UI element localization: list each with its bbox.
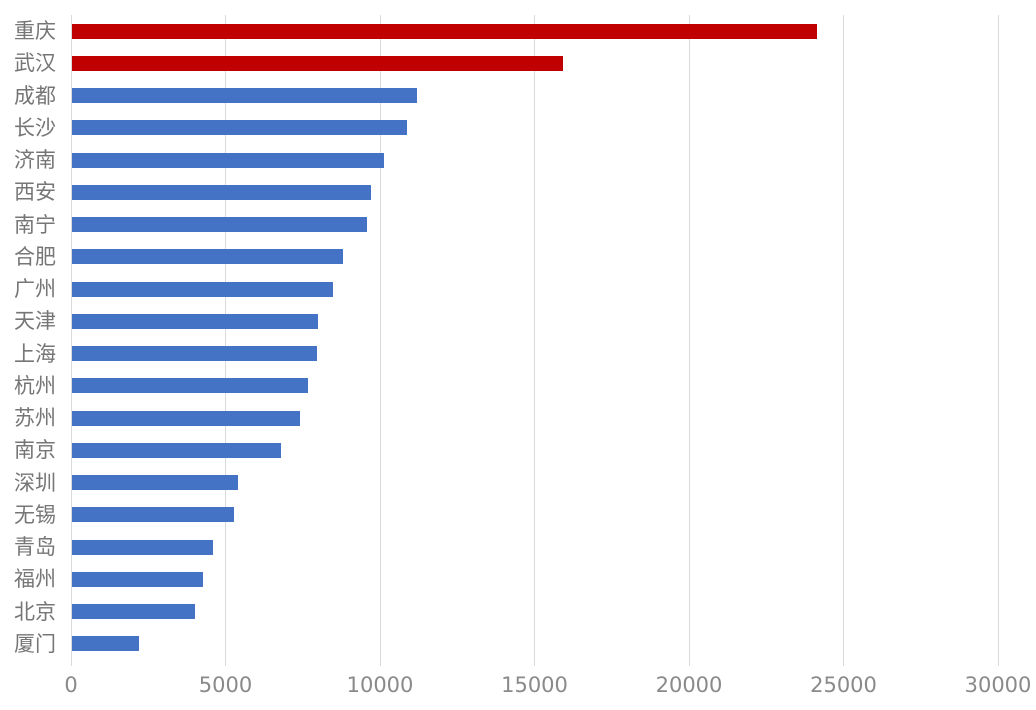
y-label: 苏州 [14, 406, 56, 431]
bar-18 [72, 571, 204, 587]
gridline [843, 15, 844, 666]
y-label: 天津 [14, 309, 56, 334]
y-label: 武汉 [14, 51, 56, 76]
gridline [379, 15, 381, 666]
bar-12 [72, 378, 308, 394]
y-label: 杭州 [14, 373, 56, 398]
y-label: 成都 [14, 83, 56, 108]
y-label: 深圳 [14, 470, 56, 495]
y-label: 福州 [14, 567, 56, 592]
x-tick-label: 30000 [964, 673, 1032, 697]
y-label: 广州 [14, 277, 56, 302]
bar-16 [72, 507, 235, 523]
x-tick-label: 10000 [346, 673, 414, 697]
x-tick-label: 15000 [501, 673, 568, 697]
x-tick-label: 20000 [655, 673, 723, 697]
gridline [688, 15, 690, 666]
bar-19 [72, 604, 195, 620]
y-label: 合肥 [14, 244, 56, 269]
bar-8 [72, 249, 343, 265]
y-label: 重庆 [14, 19, 56, 44]
plot-area [70, 15, 999, 666]
y-label: 济南 [14, 148, 56, 173]
x-tick-label: 5000 [198, 673, 253, 697]
bar-2 [72, 55, 564, 71]
gridline [225, 15, 226, 666]
gridline [70, 15, 72, 666]
gridline [534, 15, 535, 666]
bar-1 [72, 23, 817, 39]
bar-14 [72, 442, 281, 458]
y-label: 北京 [14, 599, 56, 624]
bar-3 [72, 88, 417, 104]
bar-13 [72, 410, 301, 426]
bar-10 [72, 313, 318, 329]
y-label: 南宁 [14, 212, 56, 237]
y-label: 上海 [14, 341, 56, 366]
bar-6 [72, 184, 372, 200]
y-label: 青岛 [14, 535, 56, 560]
y-label: 无锡 [14, 502, 56, 527]
y-label: 南京 [14, 438, 56, 463]
bar-15 [72, 475, 238, 491]
y-label: 长沙 [14, 115, 56, 140]
bar-4 [72, 120, 408, 136]
y-label: 西安 [14, 180, 56, 205]
y-label: 厦门 [14, 631, 56, 656]
x-tick-label: 25000 [810, 673, 877, 697]
bar-5 [72, 152, 385, 168]
bar-17 [72, 539, 214, 555]
bar-7 [72, 217, 368, 233]
gridline [997, 15, 999, 666]
bar-20 [72, 636, 139, 652]
x-tick-label: 0 [64, 673, 78, 697]
bar-11 [72, 346, 318, 362]
bar-9 [72, 281, 333, 297]
